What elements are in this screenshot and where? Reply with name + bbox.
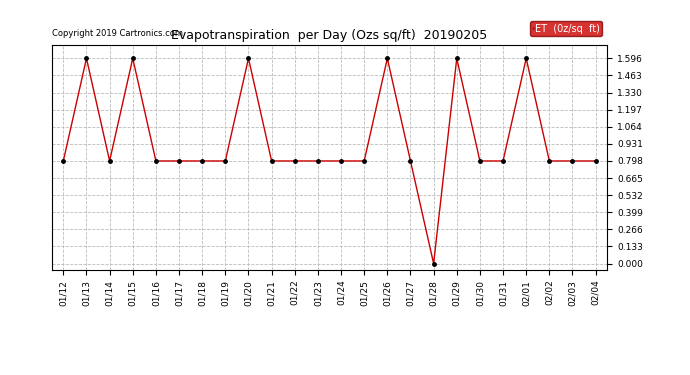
Legend: ET  (0z/sq  ft): ET (0z/sq ft) xyxy=(530,21,602,36)
Text: Copyright 2019 Cartronics.com: Copyright 2019 Cartronics.com xyxy=(52,29,183,38)
Title: Evapotranspiration  per Day (Ozs sq/ft)  20190205: Evapotranspiration per Day (Ozs sq/ft) 2… xyxy=(171,30,488,42)
